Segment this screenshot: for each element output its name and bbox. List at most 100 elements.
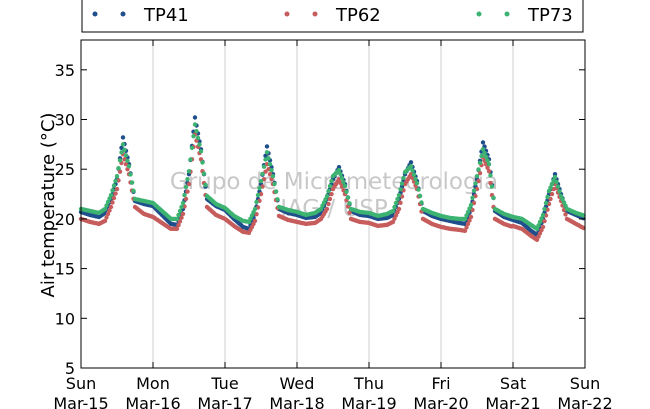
data-point	[248, 216, 253, 221]
data-point	[176, 212, 181, 218]
data-point	[554, 179, 559, 185]
data-point	[473, 181, 478, 186]
x-tick-label-day: Tue	[210, 374, 238, 393]
data-point	[465, 221, 471, 227]
y-tick-label: 10	[55, 309, 75, 328]
data-point	[542, 206, 547, 212]
data-point	[563, 203, 568, 208]
data-point	[536, 234, 541, 239]
x-tick-label-date: Mar-21	[485, 394, 540, 409]
data-point	[401, 175, 406, 181]
series-TP73	[78, 122, 586, 231]
data-point	[252, 206, 258, 212]
data-point	[126, 164, 132, 169]
x-tick-label-day: Mon	[136, 374, 170, 393]
data-point	[399, 181, 405, 186]
data-point	[179, 204, 184, 210]
data-point	[534, 226, 540, 231]
data-point	[117, 158, 123, 163]
x-tick-label-day: Thu	[353, 374, 384, 393]
data-point	[119, 150, 124, 155]
data-point	[339, 176, 345, 181]
data-point	[252, 218, 258, 224]
legend: TP41 TP62 TP73	[81, 0, 584, 33]
y-tick-label: 5	[65, 359, 75, 378]
data-point	[192, 115, 198, 120]
data-point	[329, 191, 334, 197]
data-point	[477, 171, 483, 176]
data-point	[183, 196, 189, 202]
y-tick-label: 35	[55, 61, 75, 80]
x-axis: SunMar-15MonMar-16TueMar-17WedMar-18ThuM…	[53, 40, 613, 409]
data-point	[345, 195, 351, 200]
data-point	[486, 169, 492, 174]
data-point	[116, 166, 121, 171]
x-tick-label-day: Sun	[66, 374, 96, 393]
data-point	[392, 204, 397, 210]
data-point	[186, 181, 192, 187]
data-point	[261, 164, 267, 169]
data-point	[258, 178, 264, 184]
data-point	[324, 206, 330, 212]
data-point	[342, 183, 348, 189]
data-point	[543, 200, 549, 206]
y-axis-label: Air temperature (°C)	[38, 113, 59, 298]
data-point	[329, 178, 334, 184]
x-tick-label-date: Mar-19	[341, 394, 396, 409]
plot-frame	[80, 39, 586, 369]
legend-marker	[92, 11, 98, 17]
data-point	[257, 185, 262, 191]
data-point	[114, 174, 120, 179]
data-point	[396, 192, 402, 198]
y-tick-label: 20	[55, 210, 75, 229]
data-point	[185, 189, 190, 194]
data-point	[110, 188, 115, 193]
data-point	[197, 142, 202, 147]
data-point	[398, 200, 403, 205]
legend-label: TP41	[143, 5, 189, 26]
data-point	[480, 147, 486, 152]
data-point	[485, 165, 490, 170]
data-point	[111, 195, 117, 201]
data-point	[104, 203, 109, 208]
data-point	[102, 218, 108, 224]
data-point	[413, 176, 418, 182]
data-point	[323, 197, 328, 202]
y-tick-label: 15	[55, 260, 75, 279]
data-point	[476, 178, 481, 184]
data-point	[129, 180, 135, 185]
data-point	[255, 192, 261, 198]
data-point	[477, 160, 483, 165]
data-point	[395, 196, 400, 202]
data-point	[254, 199, 259, 205]
data-point	[179, 215, 184, 220]
data-point	[177, 208, 183, 214]
data-point	[542, 218, 547, 224]
data-point	[195, 135, 201, 141]
data-point	[198, 149, 204, 154]
data-point	[479, 153, 484, 159]
data-point	[188, 157, 193, 162]
data-point	[105, 199, 111, 205]
data-point	[540, 212, 546, 218]
data-point	[485, 158, 490, 163]
legend-box	[81, 0, 584, 33]
legend-marker	[312, 11, 318, 17]
data-point	[390, 208, 396, 214]
legend-marker	[120, 11, 126, 17]
data-point	[117, 169, 123, 174]
y-axis: 5 10 15 20 25 30 35	[55, 61, 585, 378]
x-tick-label-day: Wed	[280, 374, 315, 393]
data-point	[122, 147, 127, 152]
data-point	[113, 191, 118, 196]
data-point	[396, 206, 402, 212]
data-point	[113, 178, 118, 184]
legend-label: TP62	[335, 5, 381, 26]
data-point	[260, 171, 265, 177]
data-point	[180, 200, 186, 206]
data-point	[464, 225, 469, 230]
data-point	[264, 144, 270, 149]
data-point	[347, 210, 352, 215]
data-point	[275, 197, 280, 202]
